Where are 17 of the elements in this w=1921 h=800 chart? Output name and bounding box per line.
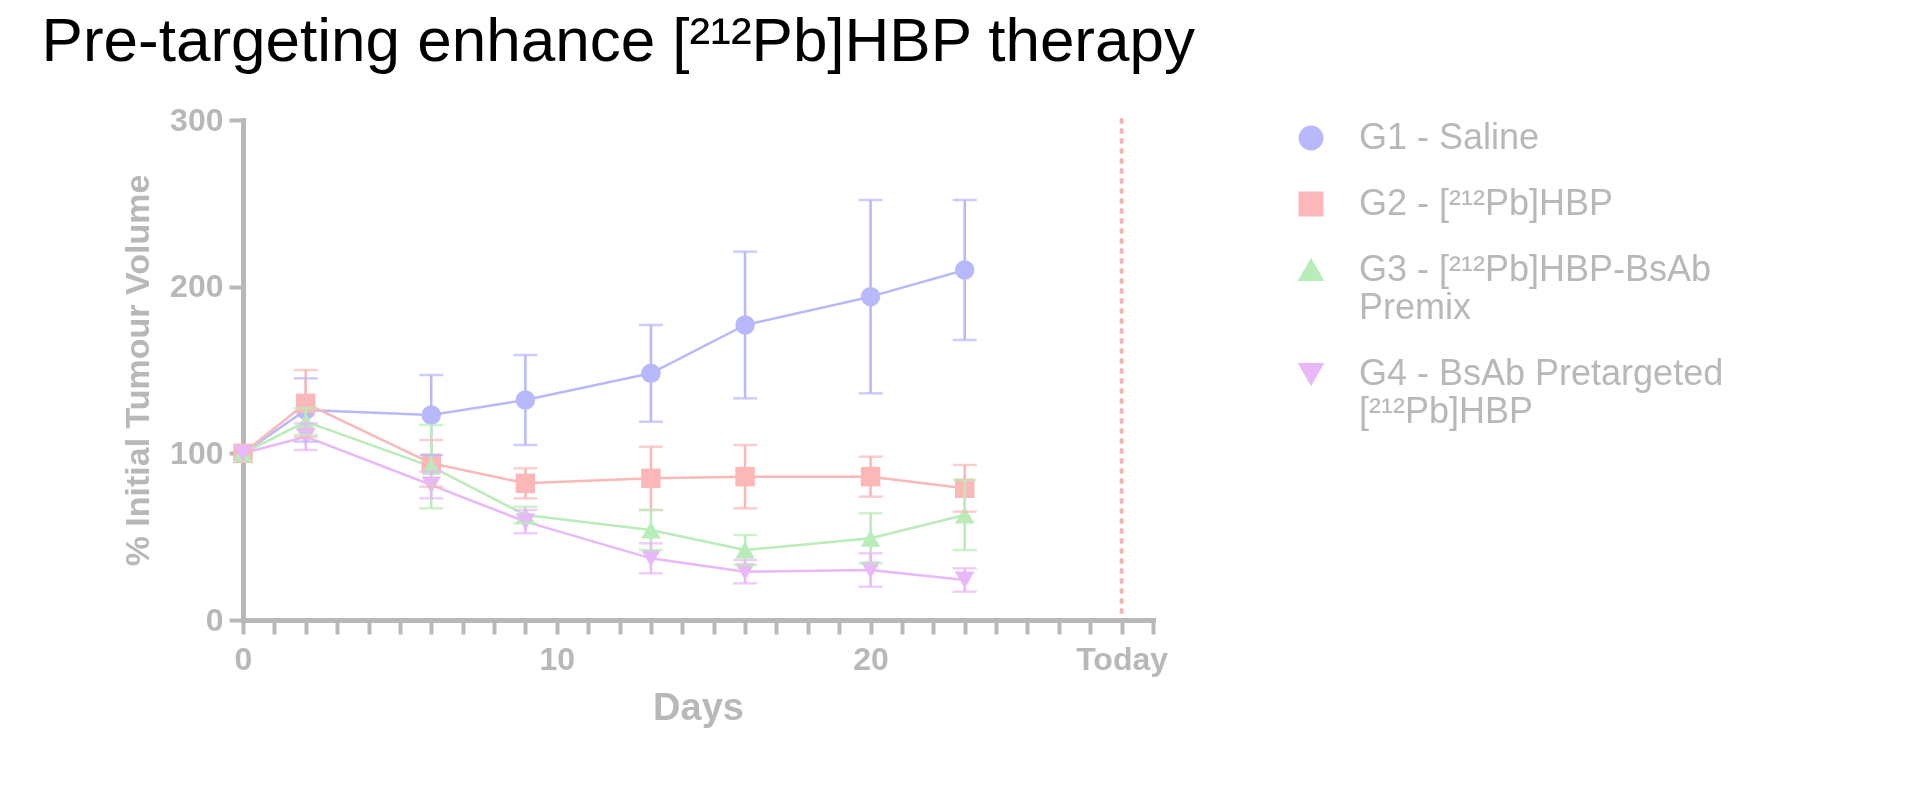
x-tick-label: 20 [853, 640, 889, 677]
point [641, 468, 661, 489]
y-tick-label: 200 [170, 268, 224, 305]
y-tick-label: 100 [170, 434, 224, 471]
y-axis-title: % Initial Tumour Volume [118, 174, 157, 567]
chart-title: Pre-targeting enhance [²¹²Pb]HBP therapy [41, 5, 1195, 74]
x-tick-label: 10 [539, 640, 576, 677]
legend-label: G1 - Saline [1359, 116, 1540, 157]
legend-label: G3 - [²¹²Pb]HBP-BsAb Premix [1359, 248, 1712, 327]
legend-label: G4 - BsAb Pretargeted [²¹²Pb]HBP [1359, 352, 1724, 431]
y-tick-label: 0 [205, 601, 224, 638]
x-tick-label: Today [1076, 640, 1169, 677]
x-tick-label: 0 [234, 640, 253, 677]
y-tick-label: 300 [170, 101, 224, 138]
x-axis-title: Days [653, 685, 744, 728]
legend-label: G2 - [²¹²Pb]HBP [1359, 182, 1614, 223]
point [735, 466, 755, 487]
